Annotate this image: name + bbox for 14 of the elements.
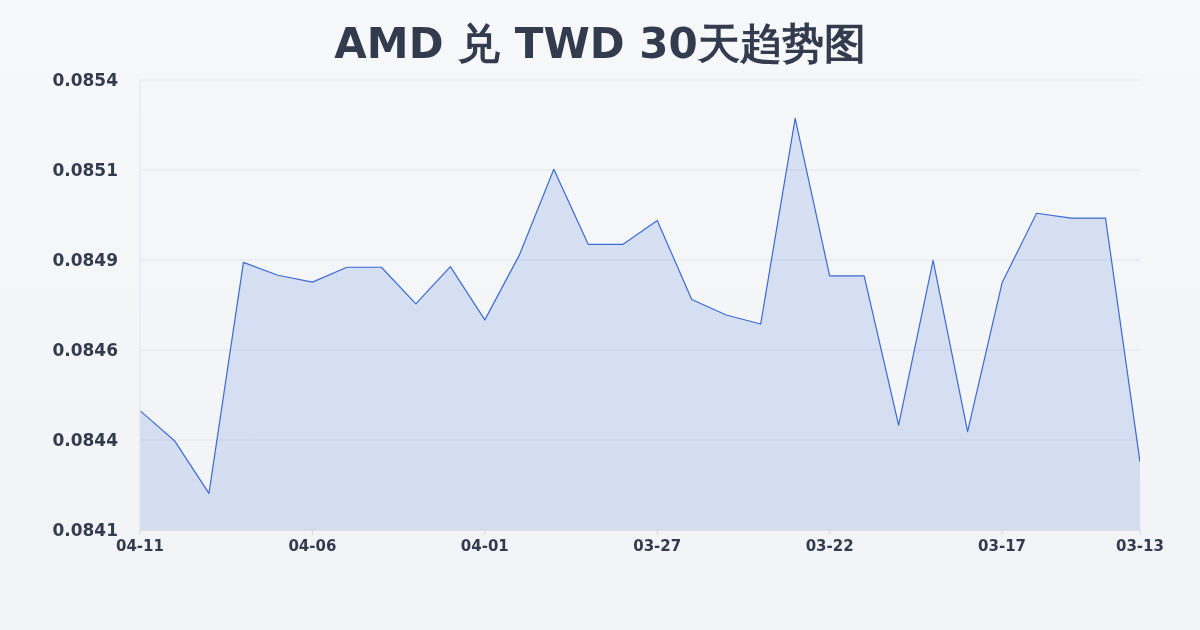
y-tick-label: 0.0851 bbox=[52, 160, 118, 181]
x-tick-label: 03-13 bbox=[1116, 536, 1164, 555]
x-tick-label: 03-17 bbox=[978, 536, 1027, 555]
x-tick-label: 03-22 bbox=[805, 536, 854, 555]
chart-title: AMD 兑 TWD 30天趋势图 bbox=[334, 19, 866, 68]
y-tick-label: 0.0841 bbox=[52, 520, 118, 541]
y-tick-label: 0.0844 bbox=[52, 430, 119, 451]
x-tick-label: 04-06 bbox=[288, 536, 337, 555]
x-tick-label: 03-27 bbox=[633, 536, 682, 555]
x-tick-label: 04-11 bbox=[116, 536, 164, 555]
y-tick-label: 0.0849 bbox=[52, 250, 118, 271]
y-tick-label: 0.0854 bbox=[52, 70, 119, 91]
x-tick-label: 04-01 bbox=[460, 536, 509, 555]
y-tick-label: 0.0846 bbox=[52, 340, 118, 361]
